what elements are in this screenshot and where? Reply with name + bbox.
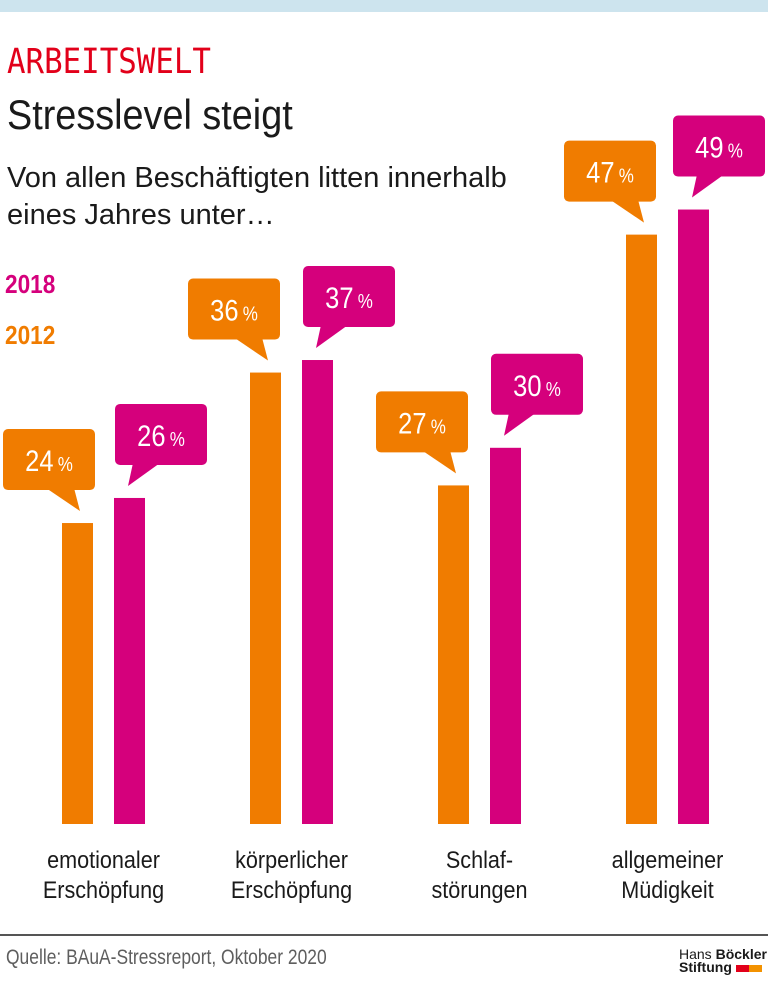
data-label-value: 37 [325, 281, 353, 314]
bubble-box [376, 391, 468, 453]
bar-2012-2 [438, 485, 469, 824]
top-band [0, 0, 768, 12]
data-label-2012-2: 27% [398, 406, 446, 439]
footer-divider [0, 934, 768, 936]
bubble-box [564, 140, 656, 202]
bubble-box [3, 429, 95, 491]
logo-squares-icon [735, 961, 762, 974]
data-label-2012-0: 24% [25, 444, 73, 477]
data-label-bubble-2012-0: 24% [3, 429, 95, 512]
subtitle-line: Von allen Beschäftigten litten innerhalb [7, 162, 507, 194]
data-label-unit: % [546, 377, 561, 400]
bubble-box [115, 403, 207, 465]
bubble-tail [234, 337, 268, 361]
data-label-value: 36 [210, 294, 238, 327]
data-label-bubble-2018-3: 49% [673, 115, 765, 198]
data-label-value: 30 [513, 369, 541, 402]
bubble-box [491, 353, 583, 415]
bar-2012-0 [62, 523, 93, 824]
chart-title: Stresslevel steigt [7, 91, 293, 138]
logo-orange-square [748, 965, 762, 972]
bubble-tail [422, 450, 456, 474]
bubble-box [303, 266, 395, 328]
data-label-unit: % [358, 290, 373, 313]
data-label-2012-1: 36% [210, 294, 258, 327]
legend-entry-2018: 2018 [5, 269, 56, 299]
logo-red-square [735, 965, 749, 972]
data-label-value: 49 [695, 131, 723, 164]
data-label-unit: % [243, 302, 258, 325]
data-label-value: 47 [586, 156, 614, 189]
bar-2012-1 [250, 372, 281, 824]
data-label-value: 27 [398, 406, 426, 439]
bubble-tail [610, 199, 644, 223]
logo-text-hans: Hans [679, 946, 712, 962]
data-label-unit: % [58, 453, 73, 476]
bar-2018-0 [114, 497, 145, 824]
data-label-value: 26 [137, 419, 165, 452]
data-label-2018-3: 49% [695, 131, 743, 164]
hans-boeckler-stiftung-logo: Hans Böckler Stiftung [679, 946, 767, 975]
bubble-tail [692, 174, 724, 198]
logo-text-boeckler: Böckler [715, 946, 767, 962]
data-label-2018-2: 30% [513, 369, 561, 402]
category-label-1-line-1: Erschöpfung [231, 876, 352, 903]
data-label-bubble-2018-1: 37% [303, 266, 395, 349]
logo-line-2: Stiftung [679, 959, 767, 975]
bubble-box [673, 115, 765, 177]
category-label-0-line-0: emotionaler [47, 846, 160, 873]
chart-subtitle: Von allen Beschäftigten litten innerhalb… [7, 160, 507, 234]
data-label-unit: % [728, 139, 743, 162]
logo-line-1: Hans Böckler [679, 946, 767, 962]
logo-text-stiftung: Stiftung [679, 959, 732, 975]
category-label-0-line-1: Erschöpfung [43, 876, 164, 903]
category-label-1-line-0: körperlicher [235, 846, 348, 873]
data-label-value: 24 [25, 444, 53, 477]
source-note: Quelle: BAuA-Stressreport, Oktober 2020 [6, 946, 327, 969]
data-label-unit: % [170, 428, 185, 451]
data-label-bubble-2018-2: 30% [491, 353, 583, 436]
legend-entry-2012: 2012 [5, 320, 56, 350]
category-label-2-line-0: Schlaf- [446, 846, 513, 873]
data-label-2018-0: 26% [137, 419, 185, 452]
bubble-tail [316, 325, 348, 349]
bar-2018-1 [302, 360, 333, 824]
bubble-tail [46, 488, 80, 512]
data-label-bubble-2012-2: 27% [376, 391, 468, 474]
data-label-bubble-2018-0: 26% [115, 403, 207, 486]
kicker-label: ARBEITSWELT [7, 42, 211, 82]
subtitle-line: eines Jahres unter… [7, 199, 275, 231]
bubble-box [188, 278, 280, 340]
bar-2018-2 [490, 447, 521, 824]
data-label-2018-1: 37% [325, 281, 373, 314]
data-label-unit: % [431, 415, 446, 438]
bubble-tail [504, 412, 536, 436]
category-label-3-line-0: allgemeiner [612, 846, 724, 873]
category-label-3-line-1: Müdigkeit [621, 876, 714, 903]
data-label-bubble-2012-3: 47% [564, 140, 656, 223]
bar-2018-3 [678, 209, 709, 825]
category-label-2-line-1: störungen [431, 876, 527, 903]
data-label-bubble-2012-1: 36% [188, 278, 280, 361]
data-label-2012-3: 47% [586, 156, 634, 189]
bar-2012-3 [626, 234, 657, 824]
bubble-tail [128, 462, 160, 486]
data-label-unit: % [619, 164, 634, 187]
